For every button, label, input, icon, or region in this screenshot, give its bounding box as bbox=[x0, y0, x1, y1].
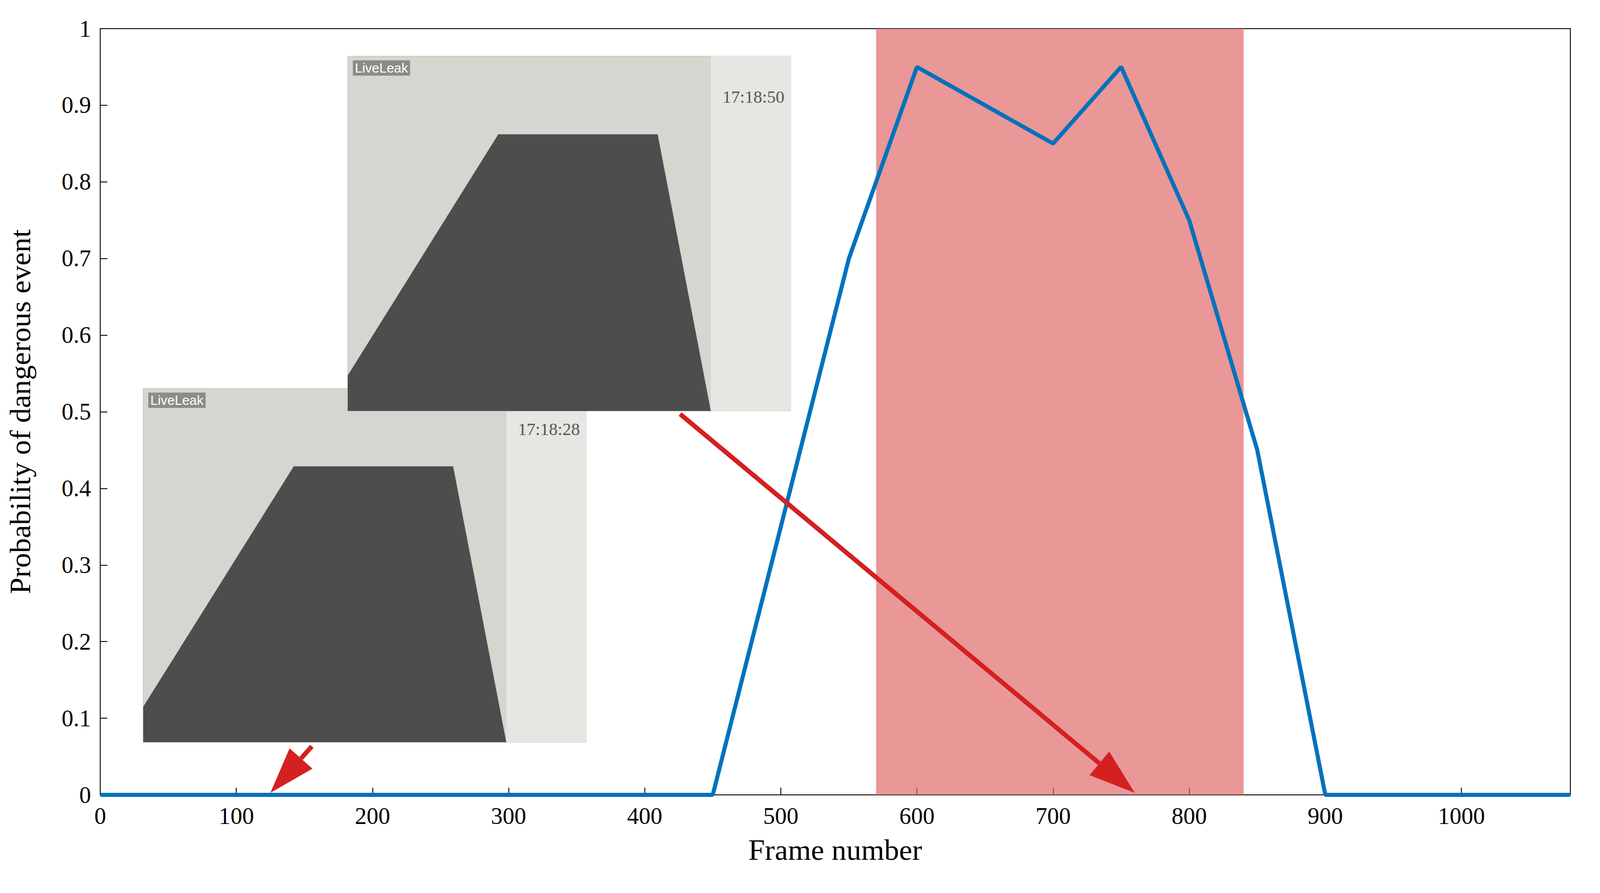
svg-text:700: 700 bbox=[1035, 803, 1071, 830]
svg-text:0.8: 0.8 bbox=[61, 168, 92, 195]
svg-text:17:18:28: 17:18:28 bbox=[517, 419, 580, 439]
svg-text:0.2: 0.2 bbox=[61, 628, 92, 656]
svg-text:400: 400 bbox=[626, 803, 663, 830]
svg-text:900: 900 bbox=[1307, 803, 1343, 830]
svg-text:0.5: 0.5 bbox=[61, 398, 92, 425]
svg-text:500: 500 bbox=[763, 803, 799, 830]
svg-text:100: 100 bbox=[218, 803, 255, 830]
svg-text:0.3: 0.3 bbox=[61, 552, 92, 579]
svg-text:1000: 1000 bbox=[1437, 803, 1485, 830]
svg-text:17:18:50: 17:18:50 bbox=[722, 87, 785, 107]
svg-text:0.6: 0.6 bbox=[61, 322, 92, 349]
svg-text:0: 0 bbox=[94, 803, 107, 830]
svg-text:0.7: 0.7 bbox=[61, 245, 92, 272]
svg-text:LiveLeak: LiveLeak bbox=[150, 392, 205, 409]
svg-text:800: 800 bbox=[1171, 803, 1207, 830]
svg-text:1: 1 bbox=[79, 15, 92, 42]
svg-text:LiveLeak: LiveLeak bbox=[354, 60, 409, 76]
svg-text:600: 600 bbox=[899, 803, 935, 830]
svg-text:0.1: 0.1 bbox=[61, 705, 92, 732]
svg-text:0.4: 0.4 bbox=[61, 475, 92, 502]
svg-text:0.9: 0.9 bbox=[61, 92, 92, 119]
svg-text:300: 300 bbox=[490, 803, 527, 830]
svg-text:200: 200 bbox=[354, 803, 391, 830]
svg-text:0: 0 bbox=[79, 782, 92, 809]
svg-text:Probability of dangerous event: Probability of dangerous event bbox=[3, 229, 37, 595]
svg-text:Frame number: Frame number bbox=[748, 833, 923, 867]
